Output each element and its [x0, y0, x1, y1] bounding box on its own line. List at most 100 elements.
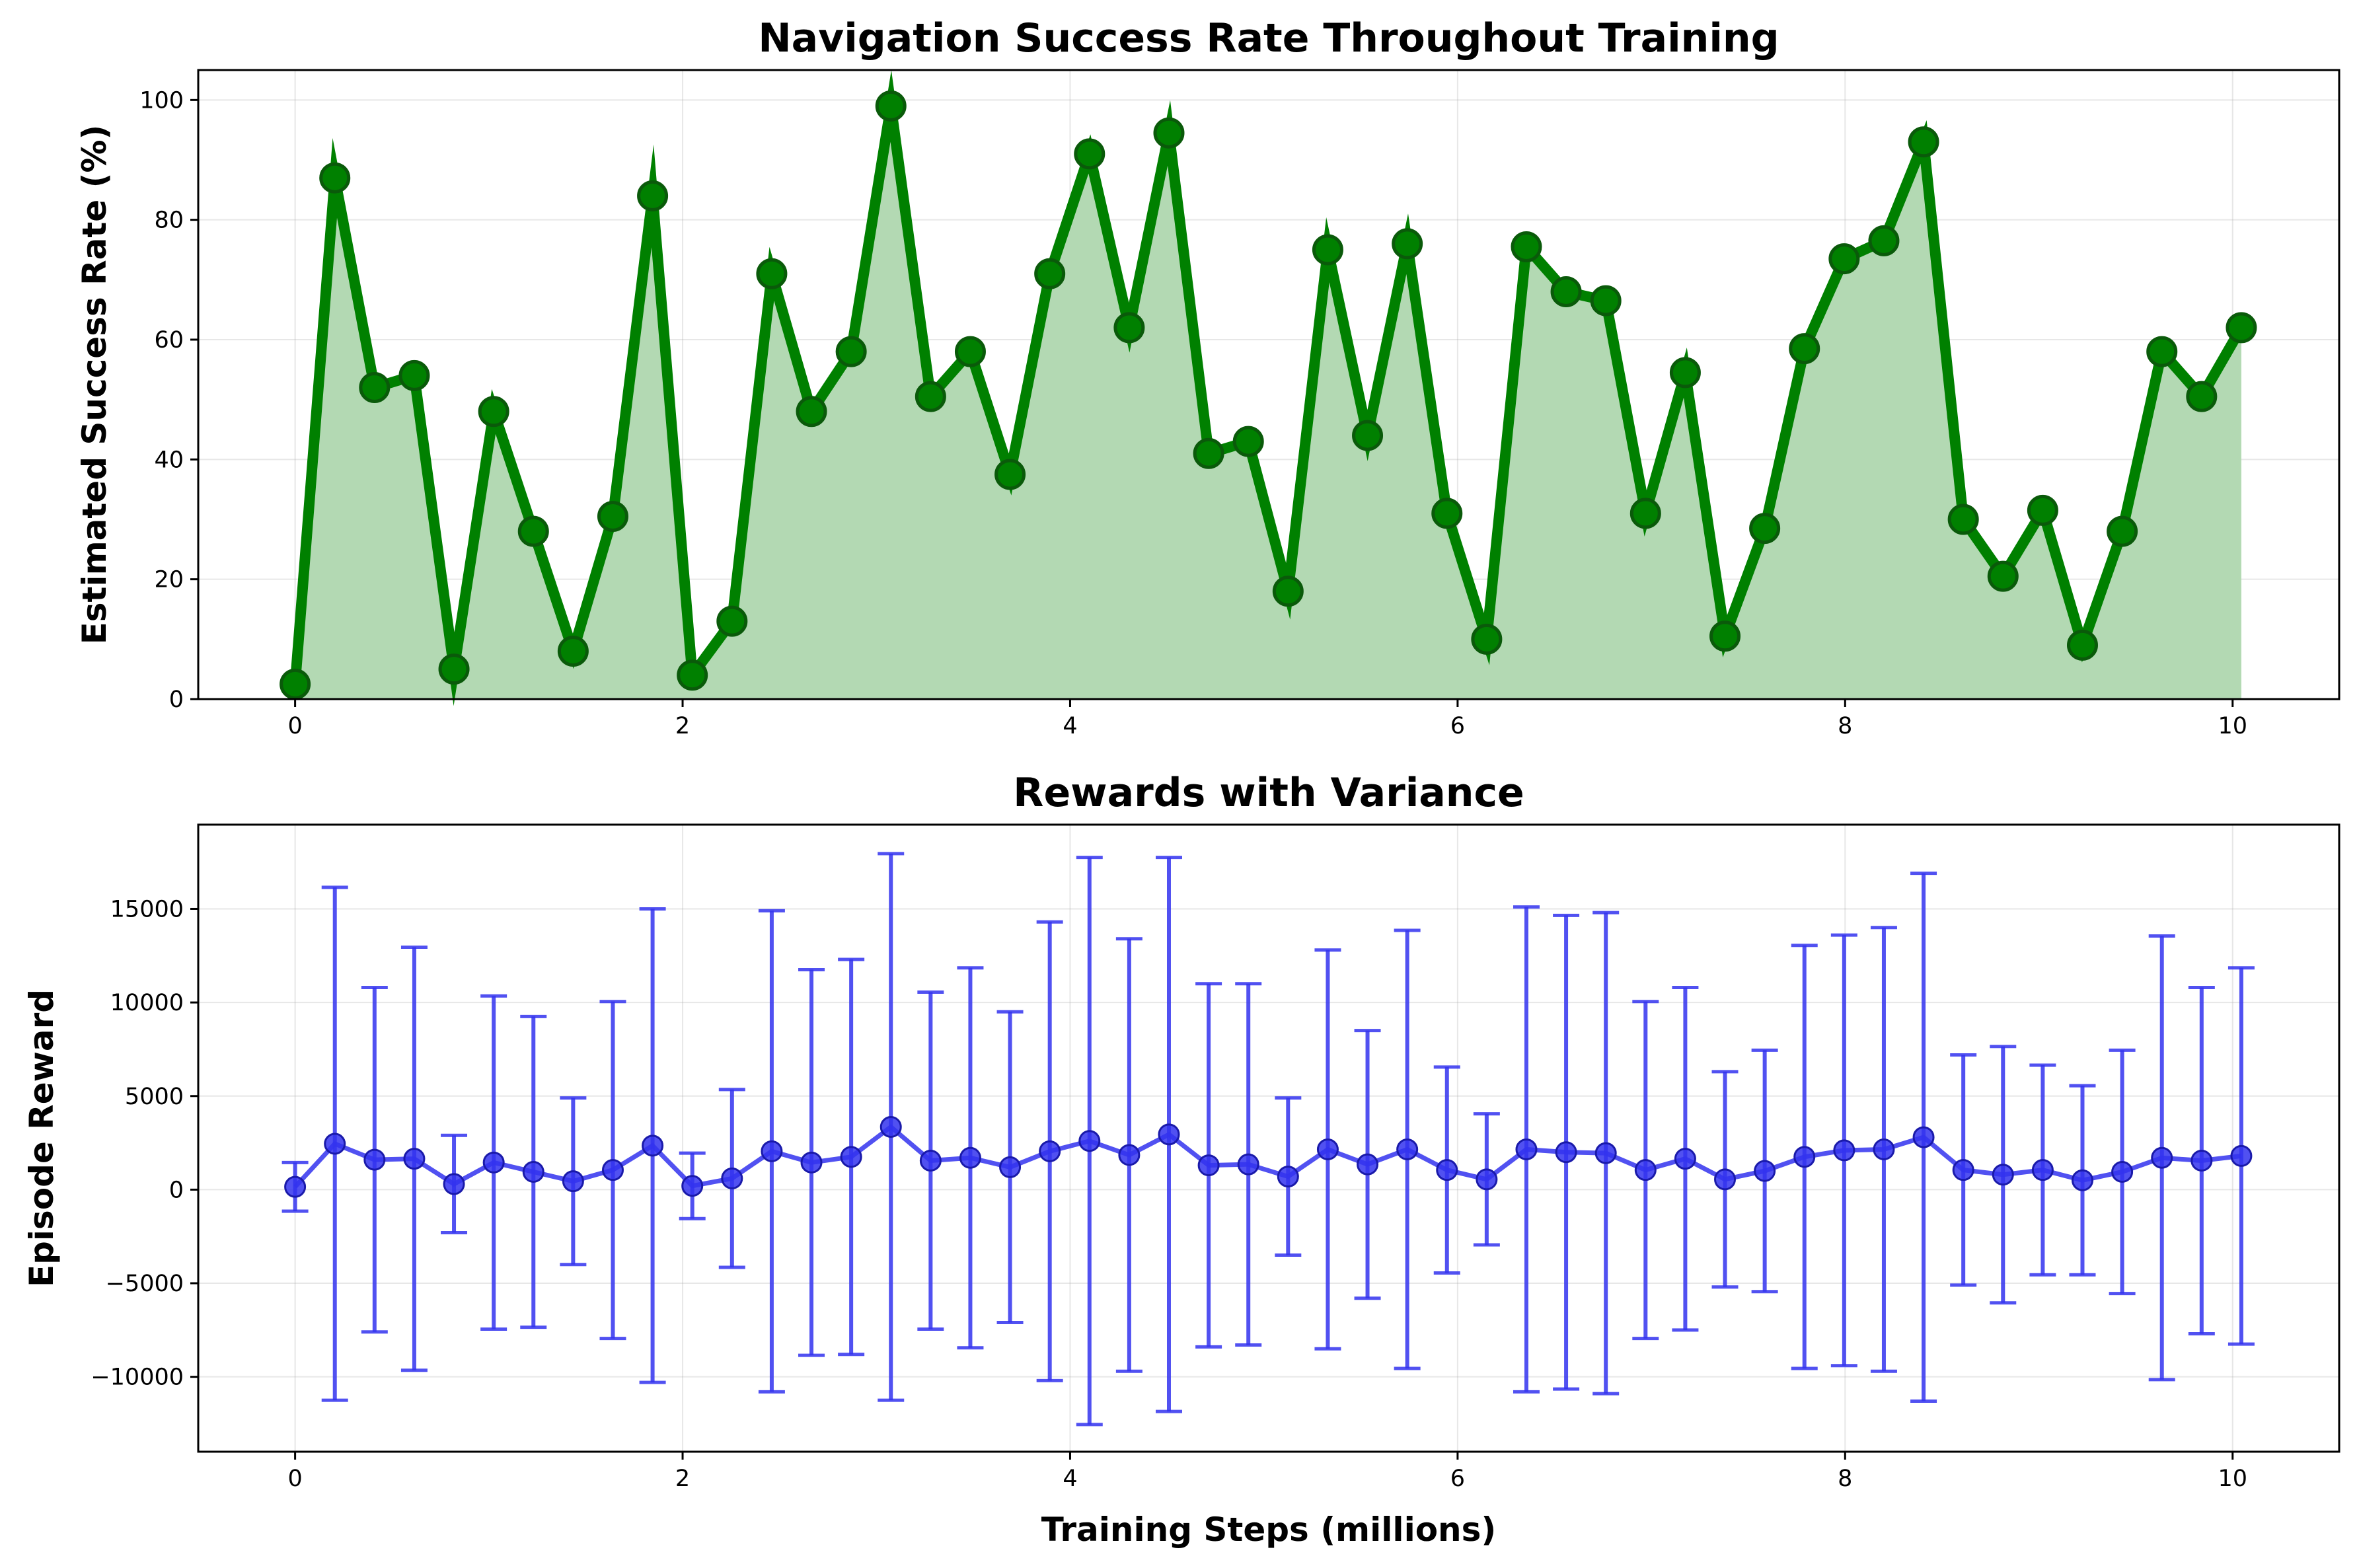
data-point: [443, 1173, 465, 1195]
data-point: [319, 162, 351, 194]
data-point: [880, 1116, 902, 1139]
data-point: [1396, 1138, 1419, 1160]
data-point: [398, 359, 430, 391]
data-point: [1431, 498, 1463, 529]
data-point: [1515, 1138, 1538, 1160]
data-point: [1952, 1159, 1974, 1181]
x-tick-label: 2: [675, 1466, 690, 1492]
data-point: [915, 381, 946, 412]
data-point: [1476, 1168, 1498, 1191]
data-point: [637, 180, 669, 211]
data-point: [2107, 515, 2138, 547]
x-tick-label: 0: [287, 1466, 302, 1492]
y-tick-label: 0: [169, 687, 184, 713]
y-tick-label: 15000: [110, 896, 184, 922]
y-tick-label: 5000: [125, 1084, 184, 1110]
data-point: [800, 1151, 823, 1174]
data-point: [1471, 623, 1503, 655]
y-tick-label: 100: [139, 87, 184, 114]
data-point: [1793, 1146, 1816, 1168]
data-point: [1590, 285, 1622, 317]
data-point: [2151, 1146, 2173, 1169]
y-tick-label: 40: [154, 447, 184, 473]
data-point: [1197, 1154, 1220, 1177]
data-point: [1714, 1168, 1737, 1191]
data-point: [1277, 1166, 1299, 1188]
x-tick-label: 6: [1450, 713, 1465, 739]
data-point: [796, 396, 827, 428]
data-point: [756, 258, 788, 289]
x-tick-label: 2: [675, 713, 690, 739]
y-tick-label: 10000: [110, 990, 184, 1016]
data-point: [2186, 381, 2218, 412]
data-point: [681, 1175, 704, 1197]
data-point: [2027, 494, 2058, 526]
data-point: [2230, 1144, 2253, 1167]
data-point: [1436, 1159, 1458, 1181]
data-point: [1272, 576, 1304, 607]
axes-frame: [197, 69, 2340, 700]
data-point: [1312, 234, 1343, 266]
data-point: [284, 1176, 307, 1198]
y-tick-label: 0: [169, 1177, 184, 1203]
data-point: [1873, 1138, 1895, 1160]
data-point: [2226, 312, 2257, 344]
y-tick-label: −5000: [106, 1271, 184, 1297]
x-tick-label: 8: [1838, 1466, 1852, 1492]
data-point: [1749, 513, 1781, 544]
data-point: [1316, 1138, 1339, 1160]
data-point: [954, 336, 986, 367]
data-point: [1078, 1130, 1101, 1152]
data-point: [1912, 1126, 1935, 1148]
success-rate-line: [289, 70, 2246, 706]
data-point: [716, 605, 748, 637]
data-point: [677, 659, 708, 691]
chart-title: Rewards with Variance: [1013, 770, 1524, 816]
data-point: [557, 635, 589, 667]
data-point: [522, 1160, 544, 1183]
data-point: [2111, 1160, 2134, 1183]
x-tick-label: 4: [1063, 1466, 1077, 1492]
axes-frame: [197, 823, 2340, 1453]
x-tick-label: 10: [2218, 713, 2247, 739]
data-point: [1232, 426, 1264, 457]
y-tick-label: 60: [154, 327, 184, 354]
data-point: [601, 1159, 624, 1181]
data-point: [1833, 1139, 1855, 1162]
data-point: [1947, 504, 1979, 535]
data-point: [482, 1151, 505, 1174]
data-point: [835, 336, 867, 367]
data-point: [1034, 258, 1066, 289]
data-point: [875, 90, 907, 122]
x-tick-label: 4: [1063, 713, 1077, 739]
data-point: [959, 1146, 981, 1169]
chart-title: Navigation Success Rate Throughout Train…: [758, 15, 1779, 61]
data-point: [994, 459, 1026, 490]
data-point: [2031, 1159, 2054, 1181]
data-point: [1674, 1148, 1696, 1170]
y-axis-label: Episode Reward: [22, 989, 61, 1287]
x-tick-label: 10: [2218, 1466, 2247, 1492]
y-tick-label: 80: [154, 207, 184, 234]
data-point: [363, 1148, 386, 1171]
data-point: [1594, 1142, 1617, 1164]
data-point: [1113, 312, 1145, 344]
data-point: [1987, 560, 2019, 592]
y-tick-label: −10000: [91, 1364, 184, 1391]
x-axis-label: Training Steps (millions): [1041, 1511, 1497, 1549]
data-point: [1868, 225, 1900, 256]
data-point: [761, 1140, 783, 1162]
y-tick-label: 20: [154, 567, 184, 593]
data-point: [280, 668, 311, 700]
y-axis-label: Estimated Success Rate (%): [75, 125, 114, 645]
area-fill: [295, 106, 2241, 699]
data-point: [2066, 629, 2098, 661]
data-point: [919, 1149, 942, 1172]
data-point: [1357, 1153, 1379, 1176]
data-point: [324, 1133, 346, 1155]
data-point: [1153, 117, 1185, 149]
data-point: [1550, 276, 1582, 307]
data-point: [1158, 1123, 1180, 1146]
